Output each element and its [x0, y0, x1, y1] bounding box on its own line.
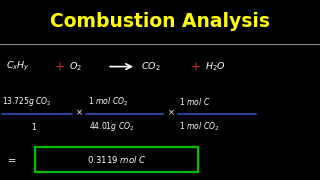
- Text: $1\ mol\ C$: $1\ mol\ C$: [179, 96, 211, 107]
- Text: $44.01g\ CO_2$: $44.01g\ CO_2$: [89, 120, 134, 133]
- Text: $C_xH_y$: $C_xH_y$: [6, 60, 30, 73]
- Text: $CO_2$: $CO_2$: [141, 60, 160, 73]
- Text: $\times$: $\times$: [167, 108, 175, 117]
- Text: $+$: $+$: [190, 60, 200, 73]
- Text: $\times$: $\times$: [76, 108, 83, 117]
- Text: $1\ mol\ CO_2$: $1\ mol\ CO_2$: [88, 95, 128, 108]
- Text: Combustion Analysis: Combustion Analysis: [50, 12, 270, 31]
- Text: $1$: $1$: [31, 121, 36, 132]
- Text: $H_2O$: $H_2O$: [205, 60, 226, 73]
- Text: $13.725g\ CO_2$: $13.725g\ CO_2$: [2, 95, 51, 108]
- Text: $1\ mol\ CO_2$: $1\ mol\ CO_2$: [179, 121, 219, 133]
- Text: $0.3119\ mol\ C$: $0.3119\ mol\ C$: [87, 154, 147, 165]
- FancyBboxPatch shape: [35, 147, 198, 172]
- Text: $=$: $=$: [6, 154, 18, 164]
- Text: $O_2$: $O_2$: [69, 60, 82, 73]
- Text: $+$: $+$: [54, 60, 64, 73]
